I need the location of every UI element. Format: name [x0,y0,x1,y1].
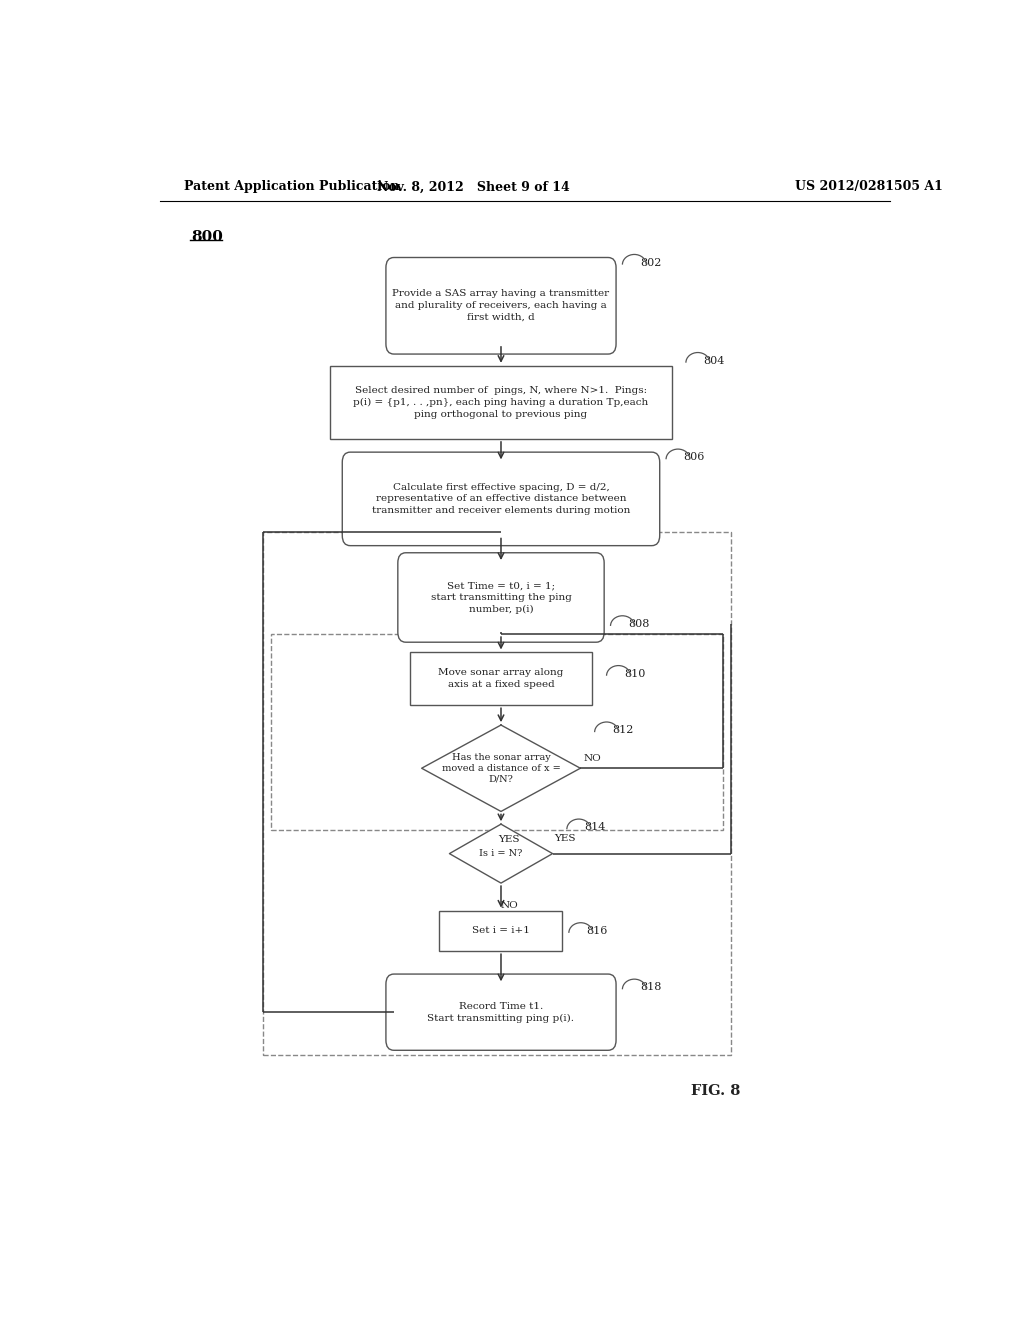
Text: FIG. 8: FIG. 8 [690,1085,740,1098]
Text: 808: 808 [628,619,649,628]
Text: Has the sonar array
moved a distance of x =
D/N?: Has the sonar array moved a distance of … [441,752,560,784]
Text: NO: NO [584,754,601,763]
Text: Set Time = t0, i = 1;
start transmitting the ping
number, p(i): Set Time = t0, i = 1; start transmitting… [430,581,571,614]
Text: YES: YES [554,834,575,843]
Text: Calculate first effective spacing, D = d/2,
representative of an effective dista: Calculate first effective spacing, D = d… [372,483,630,515]
Text: 814: 814 [585,822,605,832]
Text: Patent Application Publication: Patent Application Publication [183,181,399,193]
Text: Provide a SAS array having a transmitter
and plurality of receivers, each having: Provide a SAS array having a transmitter… [392,289,609,322]
Text: NO: NO [500,902,518,909]
Text: 816: 816 [587,925,607,936]
Text: 810: 810 [624,669,645,678]
Bar [263,532,731,1056]
Text: 804: 804 [703,355,725,366]
Polygon shape [422,725,581,812]
Text: 802: 802 [640,257,662,268]
Bar [331,366,672,440]
FancyBboxPatch shape [397,553,604,643]
Text: Move sonar array along
axis at a fixed speed: Move sonar array along axis at a fixed s… [438,668,563,689]
FancyBboxPatch shape [342,453,659,545]
Text: 812: 812 [612,725,634,735]
FancyBboxPatch shape [386,257,616,354]
Bar [270,634,723,830]
Bar [439,911,562,952]
Text: Record Time t1.
Start transmitting ping p(i).: Record Time t1. Start transmitting ping … [427,1002,574,1023]
FancyBboxPatch shape [386,974,616,1051]
Text: Is i = N?: Is i = N? [479,849,522,858]
Text: Select desired number of  pings, N, where N>1.  Pings:
p(i) = {p1, . . ,pn}, eac: Select desired number of pings, N, where… [353,385,648,418]
Text: 806: 806 [684,453,705,462]
Text: YES: YES [499,836,519,845]
Text: Set i = i+1: Set i = i+1 [472,927,530,936]
Bar [410,652,592,705]
Text: Nov. 8, 2012   Sheet 9 of 14: Nov. 8, 2012 Sheet 9 of 14 [377,181,569,193]
Text: US 2012/0281505 A1: US 2012/0281505 A1 [795,181,942,193]
Text: 818: 818 [640,982,662,993]
Polygon shape [450,824,553,883]
Text: 800: 800 [191,230,223,244]
